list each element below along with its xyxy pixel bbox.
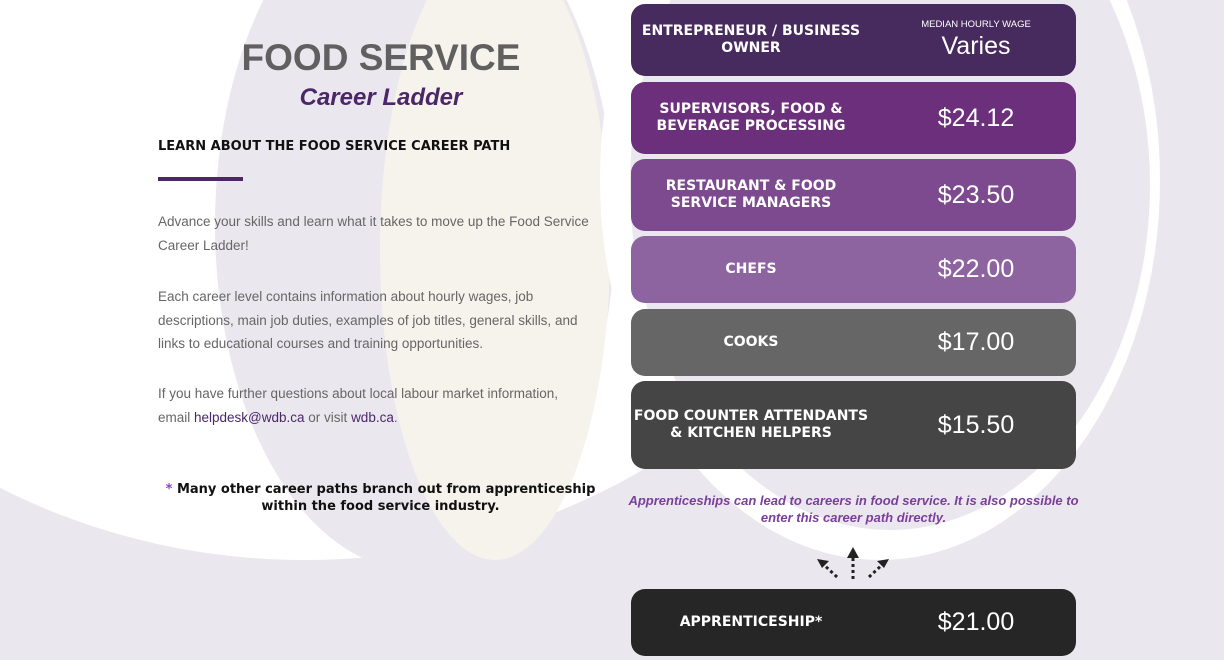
career-card[interactable]: FOOD COUNTER ATTENDANTS & KITCHEN HELPER… — [631, 381, 1076, 469]
career-wage: $17.00 — [891, 328, 1061, 357]
heading-divider — [158, 177, 243, 181]
text: or visit — [304, 409, 352, 425]
intro-paragraph-2: Each career level contains information a… — [158, 289, 578, 351]
career-name: APPRENTICESHIP* — [679, 614, 823, 630]
career-wage: $22.00 — [891, 255, 1061, 284]
wage-value: $24.12 — [937, 103, 1015, 132]
career-card[interactable]: SUPERVISORS, FOOD & BEVERAGE PROCESSING $… — [631, 82, 1076, 154]
branch-arrows-icon — [817, 547, 889, 579]
text: . — [393, 409, 398, 425]
career-name: RESTAURANT & FOOD SERVICE MANAGERS — [665, 178, 837, 211]
wage-value: $17.00 — [937, 328, 1015, 356]
career-name: FOOD COUNTER ATTENDANTS & KITCHEN HELPER… — [633, 408, 869, 441]
career-wage: $15.50 — [891, 411, 1061, 440]
page-subtitle: Career Ladder — [299, 84, 463, 111]
career-name: ENTREPRENEUR / BUSINESS OWNER — [641, 23, 861, 56]
career-card[interactable]: CHEFS $22.00 — [631, 236, 1076, 303]
wage-label: MEDIAN HOURLY WAGE — [921, 19, 1031, 30]
wage-value: $22.00 — [937, 255, 1015, 283]
career-wage: MEDIAN HOURLY WAGE Varies — [891, 19, 1061, 61]
page-title: FOOD SERVICE — [241, 37, 521, 78]
email-link[interactable]: helpdesk@wdb.ca — [194, 409, 305, 425]
wage-value: Varies — [941, 32, 1011, 60]
asterisk: * — [165, 482, 173, 497]
career-card[interactable]: RESTAURANT & FOOD SERVICE MANAGERS $23.50 — [631, 159, 1076, 231]
career-wage: $23.50 — [891, 181, 1061, 210]
intro-paragraph-3: If you have further questions about loca… — [158, 382, 588, 429]
website-link[interactable]: wdb.ca — [351, 409, 394, 425]
career-name: SUPERVISORS, FOOD & BEVERAGE PROCESSING — [656, 101, 846, 134]
wage-value: $15.50 — [937, 410, 1015, 439]
career-card[interactable]: COOKS $17.00 — [631, 309, 1076, 376]
apprenticeship-note: * Many other career paths branch out fro… — [158, 481, 603, 515]
career-card[interactable]: ENTREPRENEUR / BUSINESS OWNER MEDIAN HOUR… — [631, 4, 1076, 76]
career-name: COOKS — [723, 334, 779, 350]
note-text: Many other career paths branch out from … — [172, 482, 596, 514]
career-name: CHEFS — [725, 261, 777, 277]
career-wage: $21.00 — [891, 608, 1061, 637]
career-card[interactable]: APPRENTICESHIP* $21.00 — [631, 589, 1076, 656]
text: If you have further questions about loca… — [158, 386, 558, 425]
wage-value: $23.50 — [937, 180, 1015, 209]
apprenticeship-info: Apprenticeships can lead to careers in f… — [628, 493, 1079, 525]
intro-paragraph-1: Advance your skills and learn what it ta… — [158, 214, 589, 253]
career-wage: $24.12 — [891, 104, 1061, 133]
section-heading: LEARN ABOUT THE FOOD SERVICE CAREER PATH — [158, 139, 511, 154]
wage-value: $21.00 — [937, 608, 1015, 636]
